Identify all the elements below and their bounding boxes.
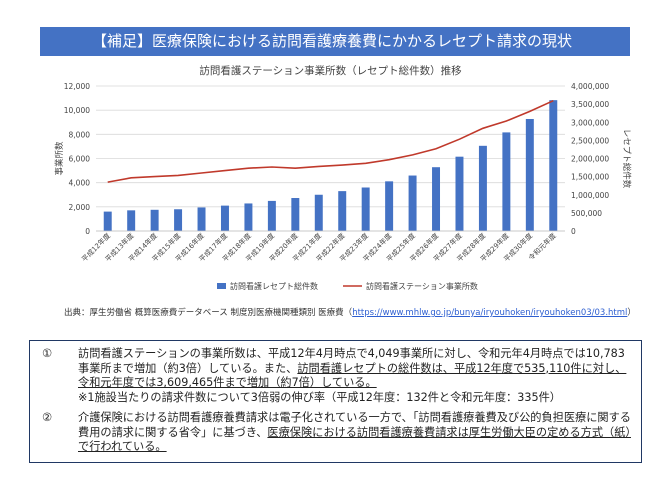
note-1-text-c: ※1施設当たりの請求件数について3倍弱の伸び率（平成12年度：132件と令和元年…	[78, 390, 561, 404]
left-tick-label: 8,000	[69, 130, 91, 139]
left-tick-label: 12,000	[64, 82, 90, 91]
bar	[150, 209, 159, 231]
bar	[432, 167, 441, 231]
bar	[174, 209, 183, 231]
left-axis-title: 事業所数	[54, 141, 65, 176]
right-tick-label: 3,000,000	[571, 118, 609, 127]
page-title: 【補足】医療保険における訪問看護療養費にかかるレセプト請求の現状	[92, 32, 573, 50]
bar	[220, 205, 229, 231]
bar	[103, 211, 112, 231]
note-2: ② 介護保険における訪問看護療養費請求は電子化されている一方で、「訪問看護療養費…	[38, 411, 633, 455]
note-1-text-a: 訪問看護ステーションの事業所数は、平成12年4月時点で4,049事業所に対し、令…	[78, 347, 625, 375]
bar	[244, 203, 253, 231]
legend-swatch-bar	[217, 283, 226, 289]
right-tick-label: 3,500,000	[571, 100, 609, 109]
legend-label-bar: 訪問看護レセプト総件数	[230, 281, 318, 291]
note-1: ① 訪問看護ステーションの事業所数は、平成12年4月時点で4,049事業所に対し…	[38, 347, 633, 405]
source-close: ）	[627, 308, 636, 318]
bar	[455, 156, 464, 231]
right-tick-label: 2,000,000	[571, 155, 609, 164]
bar	[478, 145, 487, 231]
chart-title: 訪問看護ステーション事業所数（レセプト総件数）推移	[199, 64, 462, 77]
right-axis-title: レセプト総件数	[621, 129, 632, 189]
right-tick-label: 1,500,000	[571, 173, 609, 182]
series-line	[107, 99, 554, 183]
notes-box: ① 訪問看護ステーションの事業所数は、平成12年4月時点で4,049事業所に対し…	[29, 340, 642, 463]
left-tick-label: 10,000	[64, 106, 90, 115]
bar	[314, 194, 323, 231]
bar	[197, 207, 206, 231]
bar	[267, 200, 276, 231]
note-1-number: ①	[42, 347, 53, 360]
left-tick-label: 2,000	[69, 203, 91, 212]
left-tick-label: 4,000	[69, 179, 91, 188]
bar	[361, 187, 370, 231]
source-link[interactable]: https://www.mhlw.go.jp/bunya/iryouhoken/…	[352, 308, 628, 318]
bar	[127, 210, 136, 231]
left-tick-label: 6,000	[69, 155, 91, 164]
note-2-body: 介護保険における訪問看護療養費請求は電子化されている一方で、「訪問看護療養費及び…	[78, 411, 633, 455]
note-2-text-b: 医療保険における訪問看護療養費請求は厚生労働大臣の定める方式（紙）で行われている…	[78, 425, 631, 454]
right-tick-label: 500,000	[571, 209, 602, 218]
bar	[408, 175, 417, 231]
right-tick-label: 1,000,000	[571, 191, 609, 200]
note-2-text-a: 介護保険における訪問看護療養費請求は電子化されている一方で、「訪問看護療養費及び…	[78, 411, 631, 439]
right-tick-label: 0	[571, 227, 576, 236]
combo-chart: 訪問看護ステーション事業所数（レセプト総件数）推移 0 2,000 4,000 6,00…	[54, 64, 632, 291]
bar	[525, 118, 534, 231]
page-title-banner: 【補足】医療保険における訪問看護療養費にかかるレセプト請求の現状	[40, 27, 630, 56]
bar	[549, 100, 558, 231]
note-1-text-b: 訪問看護レセプトの総件数は、平成12年度で535,110件に対し、令和元年度では…	[78, 361, 627, 390]
right-tick-label: 2,500,000	[571, 136, 609, 145]
source-text: 出典：厚生労働省 概算医療費データベース 制度別医療機関種類別 医療費（	[64, 308, 353, 318]
source-citation: 出典：厚生労働省 概算医療費データベース 制度別医療機関種類別 医療費（http…	[64, 306, 636, 318]
bar	[385, 181, 394, 231]
legend-label-line: 訪問看護ステーション事業所数	[366, 281, 478, 291]
note-2-number: ②	[42, 411, 53, 424]
bar	[291, 198, 300, 231]
right-tick-label: 4,000,000	[571, 82, 609, 91]
bar	[338, 191, 347, 231]
left-tick-label: 0	[85, 227, 90, 236]
note-1-body: 訪問看護ステーションの事業所数は、平成12年4月時点で4,049事業所に対し、令…	[78, 347, 633, 405]
bar	[502, 132, 511, 231]
